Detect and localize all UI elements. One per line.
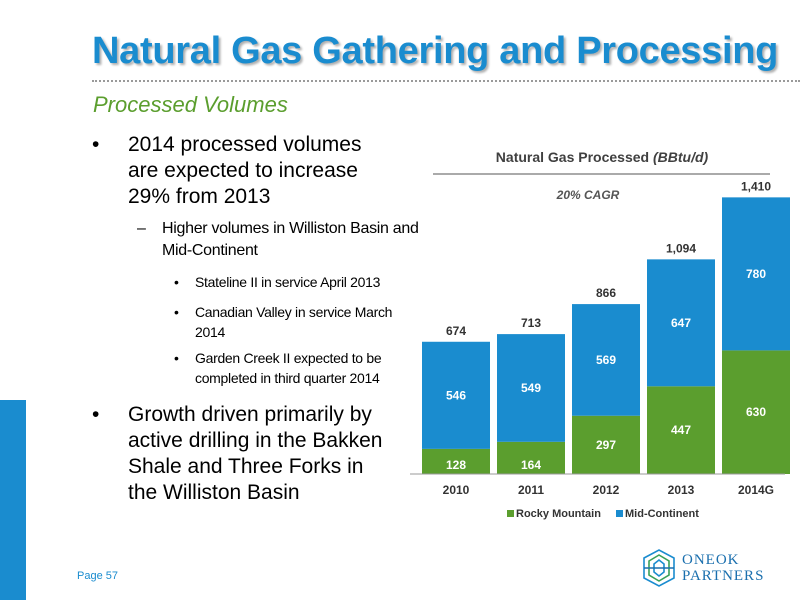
dash-marker: – [137,220,146,237]
bullet-marker: • [174,274,179,290]
bar-value-label: 447 [671,423,691,437]
logo-mark-icon [643,549,675,587]
bar-rocky-mountain [647,386,715,474]
bar-total-label: 674 [446,324,466,338]
bullet-item: • Growth driven primarily by active dril… [92,402,392,506]
bar-value-label: 647 [671,316,691,330]
bar-value-label: 549 [521,381,541,395]
sub-sub-bullet-item: • Stateline II in service April 2013 [174,272,404,292]
legend-label-mid-continent: Mid-Continent [625,508,699,520]
x-tick-label: 2010 [443,483,470,497]
bullet-marker: • [174,304,179,320]
sub-sub-bullet-text: Stateline II in service April 2013 [195,274,381,290]
x-tick-label: 2013 [668,483,695,497]
bar-mid-continent [572,304,640,416]
sub-sub-bullet-item: • Garden Creek II expected to be complet… [174,348,404,388]
legend-swatch-mid-continent [616,510,623,517]
bar-mid-continent [647,259,715,387]
sub-sub-bullet-text: Canadian Valley in service March 2014 [195,304,393,340]
x-tick-label: 2011 [518,483,544,497]
bullet-item: • 2014 processed volumes are expected to… [92,132,392,210]
slide-title: Natural Gas Gathering and Processing [92,30,779,72]
company-logo: ONEOK PARTNERS [640,548,790,588]
bars-group: 128 546 674 164 549 713 297 569 866 447 647 1,094 63… [422,179,790,474]
chart-legend: Rocky Mountain Mid-Continent [507,508,699,520]
bar-value-label: 164 [521,458,541,472]
bar-total-label: 866 [596,286,616,300]
bullet-marker: • [92,403,100,426]
sub-sub-bullet-text: Garden Creek II expected to be completed… [195,350,382,386]
bar-total-label: 713 [521,316,541,330]
bar-mid-continent [422,341,490,449]
bar-total-label: 1,410 [741,179,771,193]
sub-bullet-item: – Higher volumes in Williston Basin and … [137,218,427,262]
sub-sub-bullet-item: • Canadian Valley in service March 2014 [174,302,404,342]
bar-value-label: 297 [596,438,616,452]
bar-value-label: 569 [596,353,616,367]
bar-value-label: 128 [446,458,466,472]
bar-mid-continent [497,334,565,442]
bullet-text: Growth driven primarily by active drilli… [128,403,383,504]
chart-title: Natural Gas Processed (BBtu/d) [496,149,709,165]
logo-wordmark: ONEOK PARTNERS [682,552,765,584]
bar-value-label: 780 [746,267,766,281]
bar-mid-continent [722,197,790,351]
x-tick-label: 2014G [738,483,774,497]
bar-rocky-mountain [422,448,490,474]
bar-rocky-mountain [722,350,790,474]
left-accent-bar [0,400,26,600]
x-axis-ticks: 2010 2011 2012 2013 2014G [443,483,774,497]
bullet-text: 2014 processed volumes are expected to i… [128,133,362,208]
bullet-marker: • [174,350,179,366]
title-divider [92,80,800,82]
x-tick-label: 2012 [593,483,620,497]
bullet-marker: • [92,133,100,156]
bar-total-label: 1,094 [666,241,696,255]
sub-bullet-text: Higher volumes in Williston Basin and Mi… [162,220,419,259]
bar-value-label: 546 [446,388,466,402]
processed-volumes-chart: Natural Gas Processed (BBtu/d) 20% CAGR … [410,149,790,520]
slide-subtitle: Processed Volumes [93,92,288,117]
bar-value-label: 630 [746,405,766,419]
bar-rocky-mountain [497,441,565,474]
page-number: Page 57 [77,570,118,582]
legend-label-rocky-mountain: Rocky Mountain [516,508,601,520]
bar-rocky-mountain [572,415,640,474]
cagr-annotation: 20% CAGR [556,188,620,202]
legend-swatch-rocky-mountain [507,510,514,517]
